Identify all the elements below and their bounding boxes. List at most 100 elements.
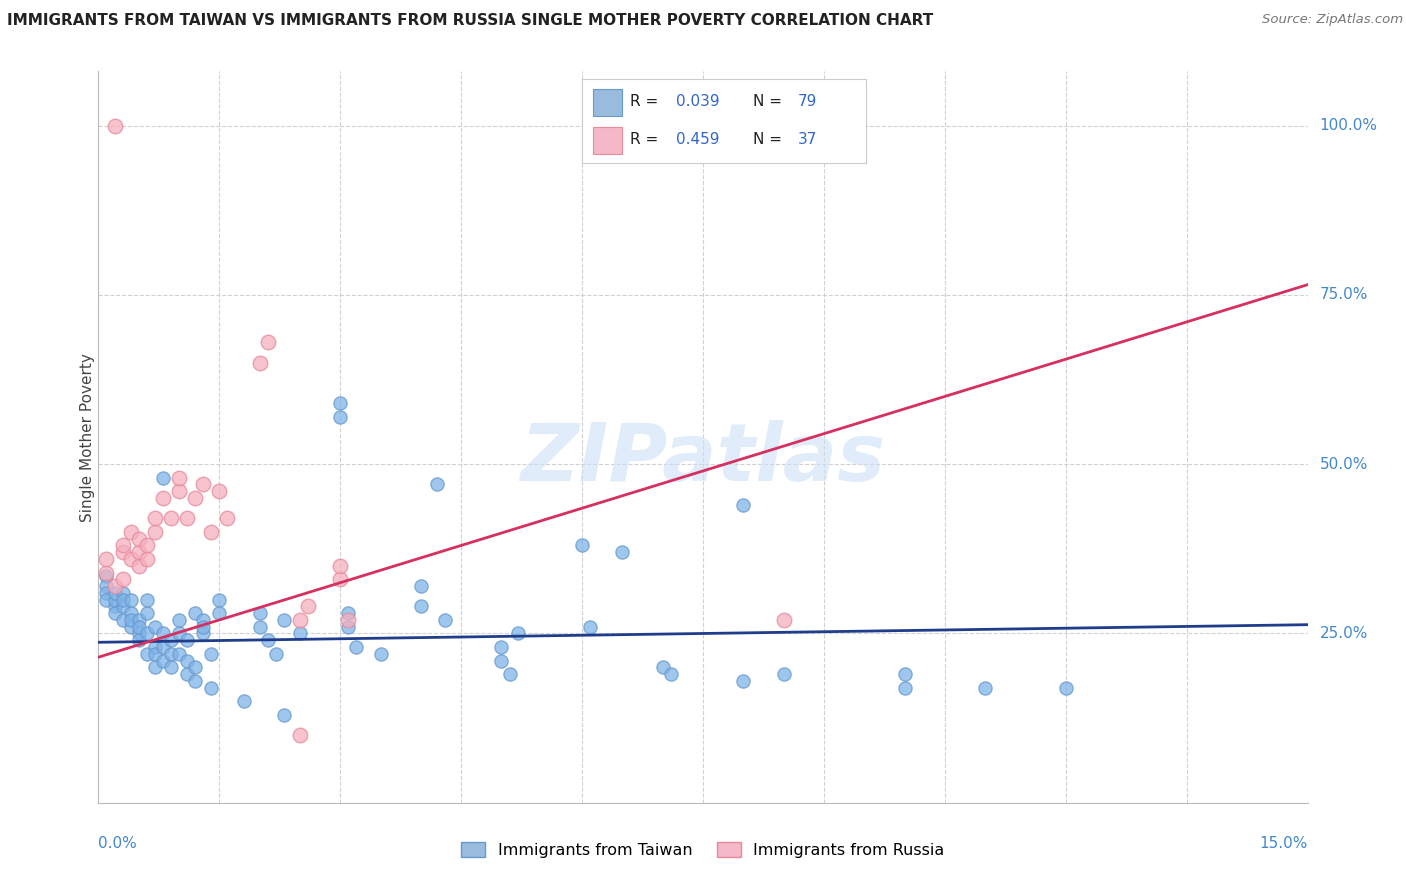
Point bbox=[434, 613, 457, 627]
Point bbox=[264, 647, 287, 661]
Point bbox=[370, 647, 392, 661]
Point bbox=[813, 119, 835, 133]
Text: 25.0%: 25.0% bbox=[1320, 626, 1368, 641]
Point bbox=[96, 552, 118, 566]
Point bbox=[135, 647, 157, 661]
Point bbox=[651, 660, 673, 674]
Point bbox=[135, 626, 157, 640]
Point bbox=[128, 626, 150, 640]
Point bbox=[288, 728, 311, 742]
Point bbox=[103, 586, 125, 600]
Point bbox=[184, 673, 207, 688]
Point bbox=[208, 592, 231, 607]
Point bbox=[491, 654, 513, 668]
Point bbox=[111, 538, 134, 552]
Point bbox=[167, 647, 190, 661]
Point bbox=[498, 667, 520, 681]
Point bbox=[128, 613, 150, 627]
Point bbox=[128, 532, 150, 546]
Point bbox=[288, 613, 311, 627]
Point bbox=[111, 592, 134, 607]
Point bbox=[200, 647, 222, 661]
Point bbox=[103, 599, 125, 614]
Text: IMMIGRANTS FROM TAIWAN VS IMMIGRANTS FROM RUSSIA SINGLE MOTHER POVERTY CORRELATI: IMMIGRANTS FROM TAIWAN VS IMMIGRANTS FRO… bbox=[7, 13, 934, 29]
Point bbox=[143, 511, 166, 525]
Point bbox=[329, 409, 352, 424]
Point bbox=[103, 579, 125, 593]
Point bbox=[128, 545, 150, 559]
Text: 0.0%: 0.0% bbox=[98, 836, 138, 851]
Point bbox=[111, 572, 134, 586]
Point bbox=[329, 558, 352, 573]
Point bbox=[772, 667, 794, 681]
Point bbox=[491, 640, 513, 654]
Point bbox=[733, 673, 755, 688]
Point bbox=[120, 552, 142, 566]
Point bbox=[200, 681, 222, 695]
Point bbox=[135, 606, 157, 620]
Point bbox=[143, 660, 166, 674]
Point bbox=[111, 545, 134, 559]
Point bbox=[111, 599, 134, 614]
Point bbox=[152, 640, 174, 654]
Point bbox=[506, 626, 529, 640]
Point bbox=[96, 586, 118, 600]
Point bbox=[167, 471, 190, 485]
Point bbox=[128, 633, 150, 648]
Legend: Immigrants from Taiwan, Immigrants from Russia: Immigrants from Taiwan, Immigrants from … bbox=[456, 836, 950, 864]
Point bbox=[96, 592, 118, 607]
Point bbox=[426, 477, 449, 491]
Point bbox=[176, 633, 198, 648]
Point bbox=[249, 606, 271, 620]
Point bbox=[273, 707, 295, 722]
Point bbox=[974, 681, 997, 695]
Point bbox=[893, 681, 915, 695]
Point bbox=[344, 640, 367, 654]
Point bbox=[103, 119, 125, 133]
Point bbox=[184, 660, 207, 674]
Text: 50.0%: 50.0% bbox=[1320, 457, 1368, 472]
Point bbox=[111, 613, 134, 627]
Point bbox=[184, 491, 207, 505]
Point bbox=[193, 620, 215, 634]
Point bbox=[160, 511, 183, 525]
Point bbox=[329, 396, 352, 410]
Text: ZIPatlas: ZIPatlas bbox=[520, 420, 886, 498]
Point bbox=[176, 511, 198, 525]
Point bbox=[103, 592, 125, 607]
Point bbox=[103, 606, 125, 620]
Point bbox=[143, 647, 166, 661]
Point bbox=[409, 579, 432, 593]
Point bbox=[96, 569, 118, 583]
Point bbox=[167, 484, 190, 499]
Point bbox=[128, 620, 150, 634]
Text: 15.0%: 15.0% bbox=[1260, 836, 1308, 851]
Point bbox=[200, 524, 222, 539]
Point bbox=[217, 511, 239, 525]
Point bbox=[152, 654, 174, 668]
Point bbox=[143, 640, 166, 654]
Point bbox=[135, 552, 157, 566]
Point bbox=[659, 667, 682, 681]
Point bbox=[111, 586, 134, 600]
Point bbox=[96, 579, 118, 593]
Point bbox=[176, 654, 198, 668]
Point bbox=[152, 491, 174, 505]
Point bbox=[143, 524, 166, 539]
Point bbox=[135, 538, 157, 552]
Point bbox=[167, 626, 190, 640]
Point bbox=[152, 626, 174, 640]
Point bbox=[208, 484, 231, 499]
Point bbox=[297, 599, 319, 614]
Text: 75.0%: 75.0% bbox=[1320, 287, 1368, 302]
Point bbox=[120, 524, 142, 539]
Point bbox=[256, 335, 278, 350]
Point bbox=[772, 613, 794, 627]
Point bbox=[249, 355, 271, 369]
Point bbox=[160, 633, 183, 648]
Point bbox=[193, 477, 215, 491]
Point bbox=[288, 626, 311, 640]
Y-axis label: Single Mother Poverty: Single Mother Poverty bbox=[80, 352, 94, 522]
Point bbox=[329, 572, 352, 586]
Point bbox=[193, 613, 215, 627]
